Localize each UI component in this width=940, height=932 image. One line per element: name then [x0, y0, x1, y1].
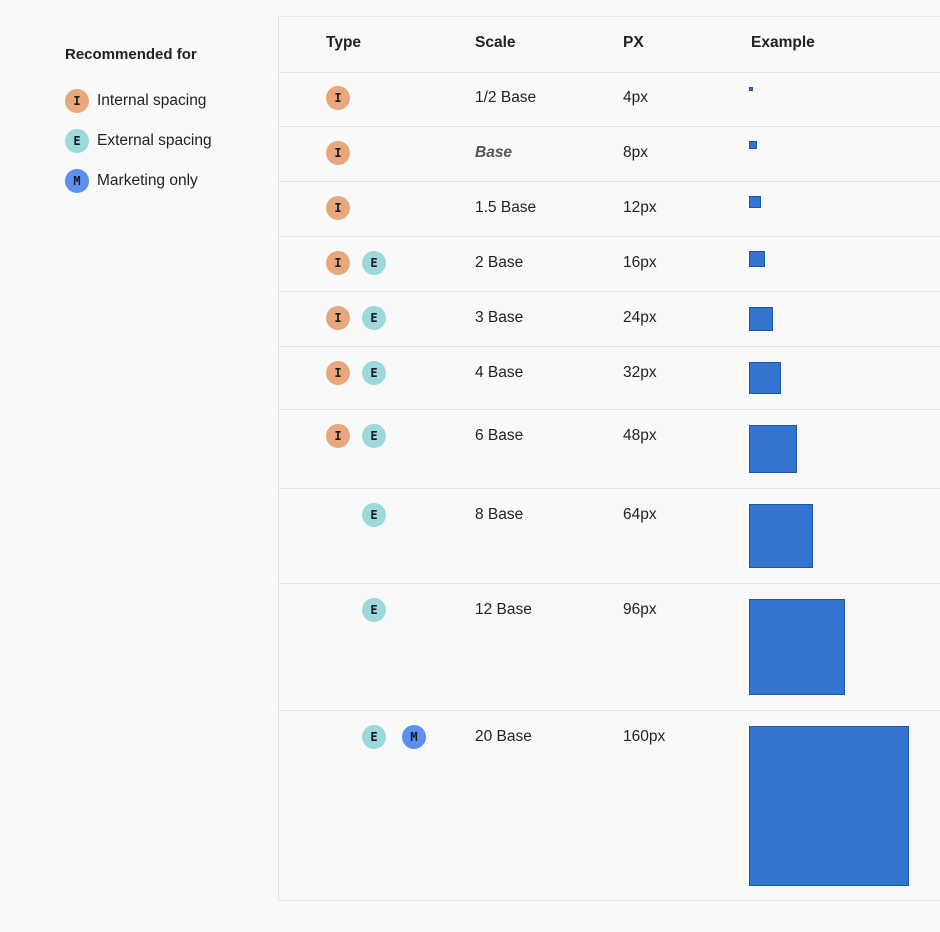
- example-swatch: [749, 307, 773, 331]
- legend-label: Marketing only: [97, 172, 198, 189]
- type-cell: I: [326, 86, 436, 110]
- example-swatch: [749, 425, 797, 473]
- scale-cell: 2 Base: [475, 254, 524, 271]
- px-cell: 32px: [623, 364, 657, 381]
- table-row: I 1.5 Base 12px: [279, 182, 940, 237]
- legend-label: Internal spacing: [97, 92, 207, 109]
- example-swatch: [749, 599, 845, 695]
- external-badge-icon: E: [362, 598, 386, 622]
- scale-cell: 3 Base: [475, 309, 524, 326]
- legend-label: External spacing: [97, 132, 212, 149]
- px-cell: 4px: [623, 89, 648, 106]
- table-row: E 12 Base 96px: [279, 584, 940, 711]
- table-row: I 1/2 Base 4px: [279, 72, 940, 127]
- scale-cell: 6 Base: [475, 427, 524, 444]
- example-swatch: [749, 196, 761, 208]
- marketing-badge-icon: M: [65, 169, 89, 193]
- external-badge-icon: E: [65, 129, 89, 153]
- px-cell: 16px: [623, 254, 657, 271]
- header-px: PX: [623, 34, 644, 51]
- example-swatch: [749, 726, 909, 886]
- scale-cell: 1/2 Base: [475, 89, 537, 106]
- header-type: Type: [326, 34, 362, 51]
- legend-item-external: E External spacing: [65, 129, 265, 153]
- px-cell: 96px: [623, 601, 657, 618]
- external-badge-icon: E: [362, 306, 386, 330]
- scale-cell: 4 Base: [475, 364, 524, 381]
- internal-badge-icon: I: [326, 251, 350, 275]
- example-swatch: [749, 141, 757, 149]
- external-badge-icon: E: [362, 361, 386, 385]
- internal-badge-icon: I: [326, 141, 350, 165]
- example-swatch: [749, 251, 765, 267]
- scale-cell: 8 Base: [475, 506, 524, 523]
- example-swatch: [749, 362, 781, 394]
- spacing-table: Type Scale PX Example I 1/2 Base 4px I Base 8…: [278, 16, 940, 901]
- scale-cell: Base: [475, 144, 513, 161]
- internal-badge-icon: I: [326, 424, 350, 448]
- type-cell: I: [326, 141, 436, 165]
- marketing-badge-icon: M: [402, 725, 426, 749]
- legend-item-internal: I Internal spacing: [65, 89, 265, 113]
- example-swatch: [749, 87, 753, 91]
- header-example: Example: [751, 34, 815, 51]
- internal-badge-icon: I: [65, 89, 89, 113]
- example-swatch: [749, 504, 813, 568]
- internal-badge-icon: I: [326, 361, 350, 385]
- header-scale: Scale: [475, 34, 516, 51]
- internal-badge-icon: I: [326, 196, 350, 220]
- internal-badge-icon: I: [326, 306, 350, 330]
- scale-cell: 1.5 Base: [475, 199, 537, 216]
- scale-cell: 20 Base: [475, 728, 532, 745]
- px-cell: 160px: [623, 728, 666, 745]
- scale-cell: 12 Base: [475, 601, 532, 618]
- legend-title: Recommended for: [65, 46, 197, 63]
- px-cell: 64px: [623, 506, 657, 523]
- external-badge-icon: E: [362, 503, 386, 527]
- internal-badge-icon: I: [326, 86, 350, 110]
- px-cell: 12px: [623, 199, 657, 216]
- px-cell: 8px: [623, 144, 648, 161]
- type-cell: E: [326, 598, 436, 622]
- px-cell: 48px: [623, 427, 657, 444]
- table-row: I Base 8px: [279, 127, 940, 182]
- external-badge-icon: E: [362, 424, 386, 448]
- table-header: Type Scale PX Example: [279, 17, 940, 73]
- external-badge-icon: E: [362, 725, 386, 749]
- table-row: E M 20 Base 160px: [279, 711, 940, 902]
- type-cell: E: [326, 503, 436, 527]
- legend: Recommended for I Internal spacing E Ext…: [65, 46, 265, 209]
- type-cell: I: [326, 196, 436, 220]
- external-badge-icon: E: [362, 251, 386, 275]
- legend-item-marketing: M Marketing only: [65, 169, 265, 193]
- px-cell: 24px: [623, 309, 657, 326]
- table-row: E 8 Base 64px: [279, 489, 940, 584]
